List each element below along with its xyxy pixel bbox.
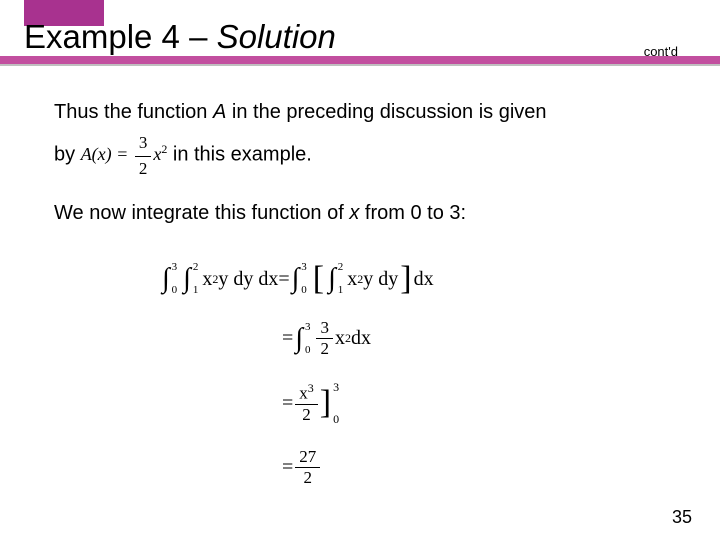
x: x: [299, 384, 308, 403]
right-bracket-icon: ]: [400, 267, 411, 291]
text: in the preceding discussion is given: [226, 101, 546, 123]
outer-bounds: 30: [301, 262, 307, 296]
equals: =: [282, 392, 293, 415]
var-x: x: [349, 202, 359, 224]
display-equations: ∫ 30 ∫ 21 x2y dy dx = ∫ 30 [ ∫ 21 x2y dy…: [160, 262, 580, 510]
inner-bounds: 21: [338, 262, 344, 296]
text: dx: [351, 327, 371, 350]
text: We now integrate this function of: [54, 202, 349, 224]
text: in this example.: [167, 143, 312, 165]
text: from 0 to 3:: [359, 202, 466, 224]
slide-header: Example 4 – Solution cont'd: [0, 0, 720, 66]
var-a: A: [213, 101, 226, 123]
sup: 3: [308, 381, 314, 395]
text: x: [335, 327, 345, 350]
equals: =: [282, 456, 293, 479]
integral-sign-icon: ∫: [292, 265, 300, 293]
paragraph-2: by A(x) = 32x2 in this example.: [54, 131, 674, 181]
paragraph-3: We now integrate this function of x from…: [54, 199, 674, 228]
integral-sign-icon: ∫: [295, 325, 303, 353]
num: x3: [295, 381, 318, 405]
num: 3: [135, 131, 152, 157]
lower: 0: [305, 345, 311, 356]
outer-bounds: 30: [172, 262, 178, 296]
header-bar: [0, 56, 720, 64]
lower: 1: [193, 285, 199, 296]
frac-27-2: 272: [295, 447, 320, 488]
equation-line-4: = 272: [160, 447, 580, 488]
upper: 2: [193, 262, 199, 273]
title-prefix: Example 4 –: [24, 18, 217, 55]
text: x: [202, 268, 212, 291]
frac-3-2: 32: [316, 318, 333, 359]
den: 2: [298, 405, 315, 425]
lower: 0: [172, 285, 178, 296]
text: Thus the function: [54, 101, 213, 123]
equals: =: [282, 327, 293, 350]
text: x: [347, 268, 357, 291]
eval-bounds: 30: [333, 381, 339, 425]
page-number: 35: [672, 507, 692, 528]
paragraph-1: Thus the function A in the preceding dis…: [54, 98, 674, 127]
frac-3-2: 32: [135, 131, 152, 181]
text: dx: [414, 268, 434, 291]
outer-bounds: 30: [305, 322, 311, 356]
upper: 3: [301, 262, 307, 273]
num: 3: [316, 318, 333, 339]
lower: 0: [301, 285, 307, 296]
upper: 2: [338, 262, 344, 273]
lower: 1: [338, 285, 344, 296]
equation-line-3: = x3 2 ] 30: [160, 381, 580, 425]
text: y dy dx: [218, 268, 278, 291]
den: 2: [316, 339, 333, 359]
equation-line-2: = ∫ 30 32 x2 dx: [160, 318, 580, 359]
equation-line-1: ∫ 30 ∫ 21 x2y dy dx = ∫ 30 [ ∫ 21 x2y dy…: [160, 262, 580, 296]
lower: 0: [333, 413, 339, 425]
eval-bracket-icon: ]: [320, 391, 331, 415]
left-bracket-icon: [: [313, 267, 324, 291]
text: by: [54, 143, 81, 165]
inline-equation: A(x) = 32x2: [81, 144, 168, 164]
integral-sign-icon: ∫: [162, 265, 170, 293]
upper: 3: [172, 262, 178, 273]
upper: 3: [333, 381, 339, 393]
equals: =: [278, 268, 289, 291]
slide-title: Example 4 – Solution: [24, 18, 336, 56]
frac-x3-2: x3 2: [295, 381, 318, 425]
eq-lhs: A(x) =: [81, 144, 133, 164]
upper: 3: [305, 322, 311, 333]
integral-sign-icon: ∫: [183, 265, 191, 293]
den: 2: [135, 157, 152, 182]
num: 27: [295, 447, 320, 468]
title-italic: Solution: [217, 18, 336, 55]
title-row: Example 4 – Solution: [24, 18, 704, 56]
text: y dy: [363, 268, 398, 291]
inner-bounds: 21: [193, 262, 199, 296]
body-content: Thus the function A in the preceding dis…: [54, 98, 674, 246]
header-underline: [0, 64, 720, 66]
integral-sign-icon: ∫: [328, 265, 336, 293]
den: 2: [300, 468, 317, 488]
